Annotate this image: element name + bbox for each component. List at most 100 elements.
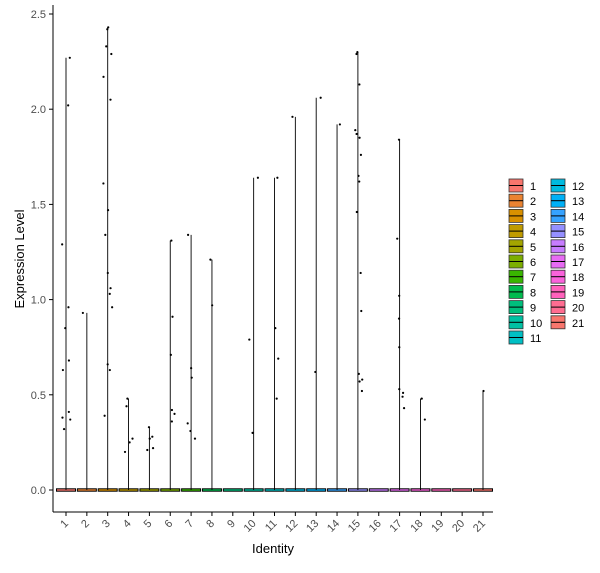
data-point-17-0 [397,138,401,141]
data-point-1-0 [68,56,71,59]
data-point-4-1 [125,405,128,408]
data-point-10-2 [251,431,254,434]
legend-item-3: 3 [508,208,536,223]
data-point-6-3 [170,408,174,412]
data-point-6-0 [170,239,173,242]
data-point-1-6 [67,410,70,414]
data-point-3-10 [109,287,112,290]
data-point-3-0 [107,26,110,29]
data-point-10-1 [248,338,251,341]
data-point-6-1 [171,315,174,318]
legend-label-1: 1 [530,181,536,193]
data-point-15-6 [359,153,363,156]
y-tick-label: 0.0 [31,485,46,497]
y-tick-label: 2.5 [31,9,46,21]
data-point-15-11 [360,309,363,313]
data-point-17-3 [397,317,401,320]
x-tick-label: 3 [100,518,113,531]
data-point-15-8 [358,180,361,183]
data-point-15-14 [358,380,361,383]
data-point-8-1 [211,304,214,307]
x-tick-label: 19 [429,518,446,535]
legend-label-5: 5 [530,242,536,254]
data-point-17-2 [398,294,401,297]
violin-layer [56,27,493,492]
violin-base-20 [452,488,473,492]
legend-label-6: 6 [530,257,536,269]
point-layer [61,26,485,454]
legend-item-4: 4 [508,224,536,239]
legend-item-6: 6 [508,254,536,269]
x-tick-label: 12 [283,518,300,535]
data-point-15-0 [356,50,359,54]
data-point-15-10 [359,271,362,275]
data-point-6-4 [173,412,176,415]
data-point-17-6 [401,391,405,394]
data-point-17-1 [396,237,399,240]
legend-label-4: 4 [530,227,536,239]
legend-item-21: 21 [550,315,584,330]
x-tick-label: 2 [79,518,92,531]
data-point-1-5 [61,368,65,372]
y-tick-label: 0.5 [31,390,46,402]
legend-item-13: 13 [550,193,584,208]
data-point-3-3 [110,52,113,56]
legend-label-14: 14 [572,211,584,223]
data-point-5-0 [147,426,151,429]
data-point-3-11 [108,292,111,295]
y-tick-label: 1.5 [31,199,46,211]
legend-label-13: 13 [572,196,584,208]
x-tick-label: 8 [204,518,217,531]
legend-label-7: 7 [530,272,536,284]
data-point-3-2 [105,45,108,48]
legend-label-11: 11 [530,333,541,345]
data-point-3-5 [109,98,112,101]
data-point-11-2 [277,357,280,360]
x-tick-label: 6 [163,518,176,531]
legend-item-19: 19 [550,284,584,299]
data-point-7-2 [190,376,193,379]
data-point-1-3 [64,327,67,330]
data-point-3-8 [104,233,107,236]
legend-item-12: 12 [550,178,584,193]
data-point-17-5 [398,387,401,391]
data-point-1-8 [69,418,72,421]
data-point-3-15 [103,414,106,417]
data-point-7-3 [186,422,189,425]
x-tick-label: 18 [408,518,425,535]
legend-item-8: 8 [508,284,536,299]
data-point-15-15 [360,389,364,393]
x-tick-label: 21 [471,518,488,535]
data-point-6-2 [169,353,172,356]
legend-item-18: 18 [550,269,584,284]
legend-label-2: 2 [530,196,536,208]
legend-item-10: 10 [508,315,542,330]
data-point-6-5 [170,420,173,423]
data-point-15-2 [358,83,361,86]
data-point-3-14 [108,368,111,372]
legend-item-14: 14 [550,208,584,223]
data-point-15-4 [355,132,358,136]
data-point-18-1 [423,418,426,421]
data-point-15-1 [355,52,358,56]
data-point-11-3 [275,397,278,400]
data-point-5-2 [148,437,151,440]
data-point-13-1 [314,370,317,374]
legend-item-7: 7 [508,269,536,284]
legend-label-15: 15 [572,227,584,239]
violin-base-16 [368,488,389,492]
data-point-15-3 [354,129,357,132]
axes-layer: 0.00.51.01.52.02.51 2 3 4 5 6 7 8 9 10 11 12 13 14 15 1… [31,5,493,535]
data-point-1-4 [67,359,71,362]
legend-item-1: 1 [508,178,536,193]
legend-label-3: 3 [530,211,536,223]
x-tick-label: 15 [346,518,363,535]
legend-item-17: 17 [550,254,584,269]
data-point-11-0 [276,176,279,179]
data-point-4-0 [126,397,129,400]
legend-label-9: 9 [530,303,536,315]
data-point-8-0 [209,258,212,261]
data-point-5-4 [146,448,149,452]
